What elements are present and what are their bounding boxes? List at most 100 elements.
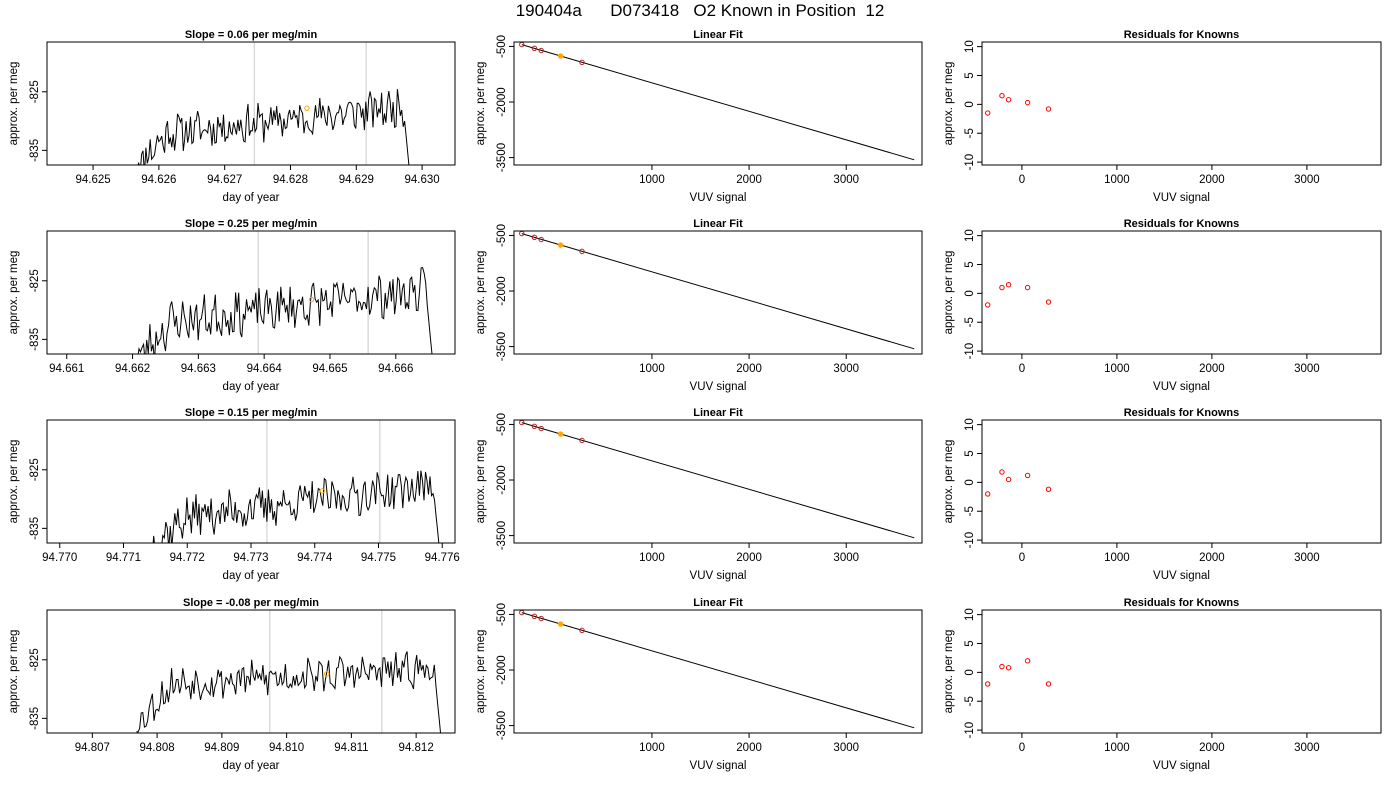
plot-frame [981,609,1382,734]
panel-title: Slope = 0.25 per meg/min [185,218,318,230]
y-tick-label: -3500 [496,332,508,361]
y-tick-label: 0 [964,101,976,107]
highlight-point [557,242,564,248]
x-axis-label: VUV signal [690,192,747,204]
residuals-panel-2: Residuals for Knowns 0 1000 2000 3000 -10 -5 0 5… [943,218,1382,393]
known-marker [308,296,315,303]
residuals-panel-1: Residuals for Knowns 0 1000 2000 3000 -10 -5 0 5… [943,29,1382,204]
plot-area [519,420,915,539]
x-tick-label: 94.661 [49,363,84,375]
residual-point [1024,658,1031,664]
residual-point [1005,476,1012,483]
plot-area [519,42,915,161]
fit-panel-4: Linear Fit 1000 2000 3000 -500 -2000 -3500 VUV … [475,597,923,772]
residual-point [1005,282,1012,288]
x-tick-label: 1000 [1104,552,1130,564]
fit-panel-1: Linear Fit 1000 2000 3000 -500 -2000 -3500 VUV … [475,29,923,204]
x-tick-label: 3000 [833,363,859,375]
x-tick-label: 1000 [1104,742,1130,754]
highlight-point [557,621,564,627]
x-tick-label: 94.809 [204,742,239,754]
x-tick-label: 2000 [736,552,762,564]
slope-panel-2: Slope = 0.25 per meg/min 94.661 94.662 94.6… [8,218,456,393]
data-trace [137,267,433,354]
data-point [579,59,585,66]
data-point [538,425,544,432]
x-axis-label: VUV signal [1153,192,1210,204]
x-tick-label: 1000 [639,552,665,564]
y-tick-label: 0 [964,479,976,485]
y-tick-label: -5 [964,506,976,516]
residuals-panel-4: Residuals for Knowns 0 1000 2000 3000 -10 -5 0 5… [943,597,1382,772]
x-tick-label: 94.812 [399,742,434,754]
slope-panel-3: Slope = 0.15 per meg/min 94.770 94.771 94.7… [8,407,460,582]
x-tick-label: 94.664 [247,363,283,375]
x-tick-label: 3000 [1294,552,1320,564]
data-point [531,423,538,429]
x-tick-label: 2000 [736,742,762,754]
y-tick-label: -825 [29,80,41,103]
y-tick-label: 5 [964,640,976,646]
residuals-panel-3: Residuals for Knowns 0 1000 2000 3000 -10 -5 0 5… [943,407,1382,582]
panel-title: Residuals for Knowns [1124,407,1240,419]
known-marker [324,671,330,677]
y-tick-label: -5 [964,128,976,138]
panel-title: Linear Fit [693,218,743,230]
fit-panel-3: Linear Fit 1000 2000 3000 -500 -2000 -3500 VUV … [475,407,923,582]
x-tick-label: 94.808 [140,742,175,754]
plot-frame [46,419,456,544]
x-tick-label: 94.811 [334,742,368,754]
x-axis-label: day of year [223,192,280,204]
data-point [538,615,544,622]
residual-point [1024,99,1031,106]
x-tick-label: 2000 [1199,552,1225,564]
x-tick-label: 2000 [1199,363,1225,375]
panel-title: Linear Fit [693,29,743,41]
y-tick-label: -835 [29,517,41,540]
data-trace [137,89,410,165]
plot-frame [981,230,1382,355]
plot-frame [513,230,923,355]
x-tick-label: 94.770 [42,552,77,564]
y-axis-label: approx. per meg [475,630,487,714]
plot-frame [46,230,456,355]
slope-panel-4: Slope = -0.08 per meg/min 94.807 94.808 94.… [8,597,456,772]
y-tick-label: -835 [29,707,41,730]
x-tick-label: 94.810 [269,742,304,754]
x-tick-label: 2000 [1199,742,1225,754]
y-tick-label: -10 [964,532,976,549]
x-tick-label: 94.771 [106,552,141,564]
x-tick-label: 0 [1019,742,1025,754]
residual-point [1045,681,1052,687]
x-tick-label: 0 [1019,174,1025,186]
x-tick-label: 1000 [1104,174,1130,186]
plot-area [985,93,1052,116]
plot-frame [513,419,923,544]
panel-title: Slope = -0.08 per meg/min [183,597,319,609]
y-axis-label: approx. per meg [8,251,20,335]
y-tick-label: -500 [496,224,508,247]
y-axis-label: approx. per meg [475,251,487,335]
residual-point [985,302,991,308]
data-trace [152,470,440,543]
x-tick-label: 1000 [639,174,665,186]
x-tick-label: 94.629 [339,174,374,186]
x-tick-label: 3000 [833,552,859,564]
data-point [538,236,544,243]
residual-point [1045,486,1052,492]
panel-title: Linear Fit [693,597,743,609]
plot-frame [981,419,1382,544]
residual-point [999,93,1005,99]
x-axis-label: VUV signal [690,760,747,772]
x-tick-label: 1000 [1104,363,1130,375]
plot-frame [513,609,923,734]
x-tick-label: 3000 [1294,363,1320,375]
x-tick-label: 2000 [736,363,762,375]
y-axis-label: approx. per meg [943,251,955,335]
y-tick-label: -825 [29,269,41,292]
fit-panel-2: Linear Fit 1000 2000 3000 -500 -2000 -3500 VUV … [475,218,923,393]
y-axis-label: approx. per meg [8,630,20,714]
x-tick-label: 94.775 [361,552,396,564]
x-tick-label: 1000 [639,742,665,754]
x-tick-label: 94.776 [425,552,460,564]
